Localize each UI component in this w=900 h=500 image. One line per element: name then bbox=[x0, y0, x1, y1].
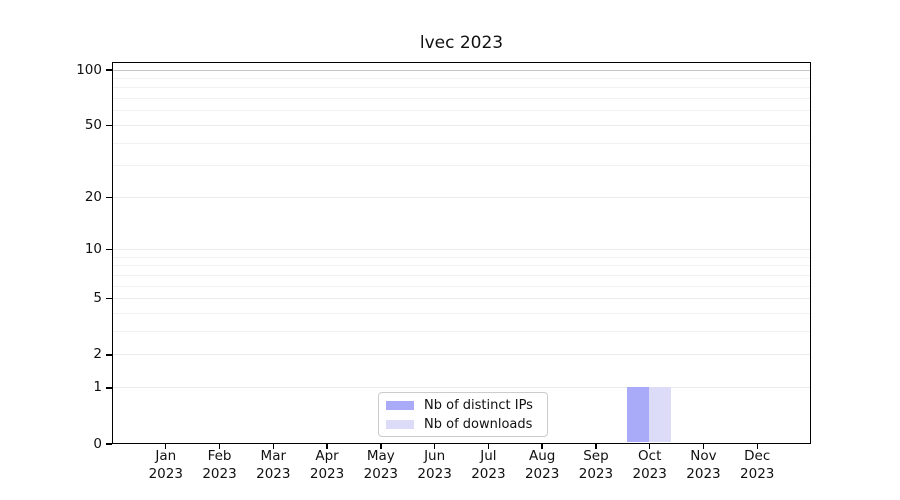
y-tick bbox=[106, 443, 112, 445]
y-tick bbox=[106, 298, 112, 300]
major-gridline bbox=[113, 69, 810, 71]
x-tick-label: Jan 2023 bbox=[148, 448, 183, 482]
x-tick bbox=[487, 444, 490, 449]
legend-entry-label: Nb of downloads bbox=[424, 416, 533, 432]
major-gridline bbox=[113, 249, 810, 251]
x-tick-label: Dec 2023 bbox=[740, 448, 775, 482]
y-tick-label: 100 bbox=[76, 61, 102, 78]
y-tick bbox=[106, 354, 112, 356]
minor-gridline bbox=[113, 165, 810, 167]
major-gridline bbox=[113, 354, 810, 356]
y-tick-label: 20 bbox=[84, 188, 102, 205]
x-tick bbox=[595, 444, 597, 449]
y-tick bbox=[106, 124, 112, 127]
x-tick bbox=[326, 444, 328, 449]
y-tick-label: 2 bbox=[93, 346, 102, 363]
minor-gridline bbox=[113, 285, 810, 287]
x-tick bbox=[541, 444, 543, 449]
x-tick-label: Sep 2023 bbox=[578, 448, 614, 482]
x-tick-label: Jun 2023 bbox=[417, 448, 452, 482]
chart-title: lvec 2023 bbox=[419, 33, 504, 53]
y-tick bbox=[106, 69, 112, 71]
minor-gridline bbox=[113, 110, 810, 112]
x-tick-label: May 2023 bbox=[363, 448, 399, 482]
y-tick bbox=[106, 196, 112, 198]
bar bbox=[627, 387, 650, 442]
x-tick bbox=[165, 444, 167, 449]
x-tick bbox=[272, 444, 274, 449]
bar bbox=[649, 387, 672, 442]
x-tick-label: Mar 2023 bbox=[256, 448, 291, 482]
major-gridline bbox=[113, 124, 810, 126]
grid-layer bbox=[113, 63, 810, 443]
minor-gridline bbox=[113, 256, 810, 258]
plot-area bbox=[112, 62, 811, 444]
minor-gridline bbox=[113, 87, 810, 89]
x-tick bbox=[433, 444, 436, 449]
y-tick-label: 0 bbox=[93, 435, 102, 452]
x-tick-label: Feb 2023 bbox=[202, 448, 237, 482]
legend-entry-label: Nb of distinct IPs bbox=[424, 397, 533, 413]
x-tick bbox=[702, 444, 705, 449]
legend-swatch-icon bbox=[386, 400, 414, 410]
minor-gridline bbox=[113, 142, 810, 144]
y-tick-label: 50 bbox=[84, 116, 102, 133]
y-tick bbox=[106, 387, 112, 389]
legend-entry: Nb of downloads bbox=[386, 417, 540, 432]
x-tick bbox=[648, 444, 651, 449]
minor-gridline bbox=[113, 274, 810, 276]
y-tick-label: 1 bbox=[93, 379, 102, 396]
y-tick-label: 10 bbox=[84, 241, 102, 258]
x-tick bbox=[218, 444, 221, 449]
bars-layer bbox=[113, 63, 810, 443]
minor-gridline bbox=[113, 98, 810, 100]
minor-gridline bbox=[113, 77, 810, 79]
minor-gridline bbox=[113, 265, 810, 267]
x-tick-label: Jul 2023 bbox=[471, 448, 506, 482]
legend: Nb of distinct IPs Nb of downloads bbox=[378, 392, 548, 437]
legend-swatch-icon bbox=[386, 419, 414, 429]
y-tick bbox=[106, 248, 112, 251]
x-tick bbox=[380, 444, 382, 449]
legend-entry: Nb of distinct IPs bbox=[386, 398, 540, 413]
minor-gridline bbox=[113, 331, 810, 333]
major-gridline bbox=[113, 298, 810, 300]
x-tick-label: Aug 2023 bbox=[524, 448, 560, 482]
minor-gridline bbox=[113, 313, 810, 315]
x-tick bbox=[756, 444, 758, 449]
major-gridline bbox=[113, 196, 810, 198]
major-gridline bbox=[113, 387, 810, 389]
x-tick-label: Apr 2023 bbox=[309, 448, 345, 482]
x-tick-label: Nov 2023 bbox=[686, 448, 721, 482]
x-tick-label: Oct 2023 bbox=[632, 448, 667, 482]
y-tick-label: 5 bbox=[93, 290, 102, 307]
